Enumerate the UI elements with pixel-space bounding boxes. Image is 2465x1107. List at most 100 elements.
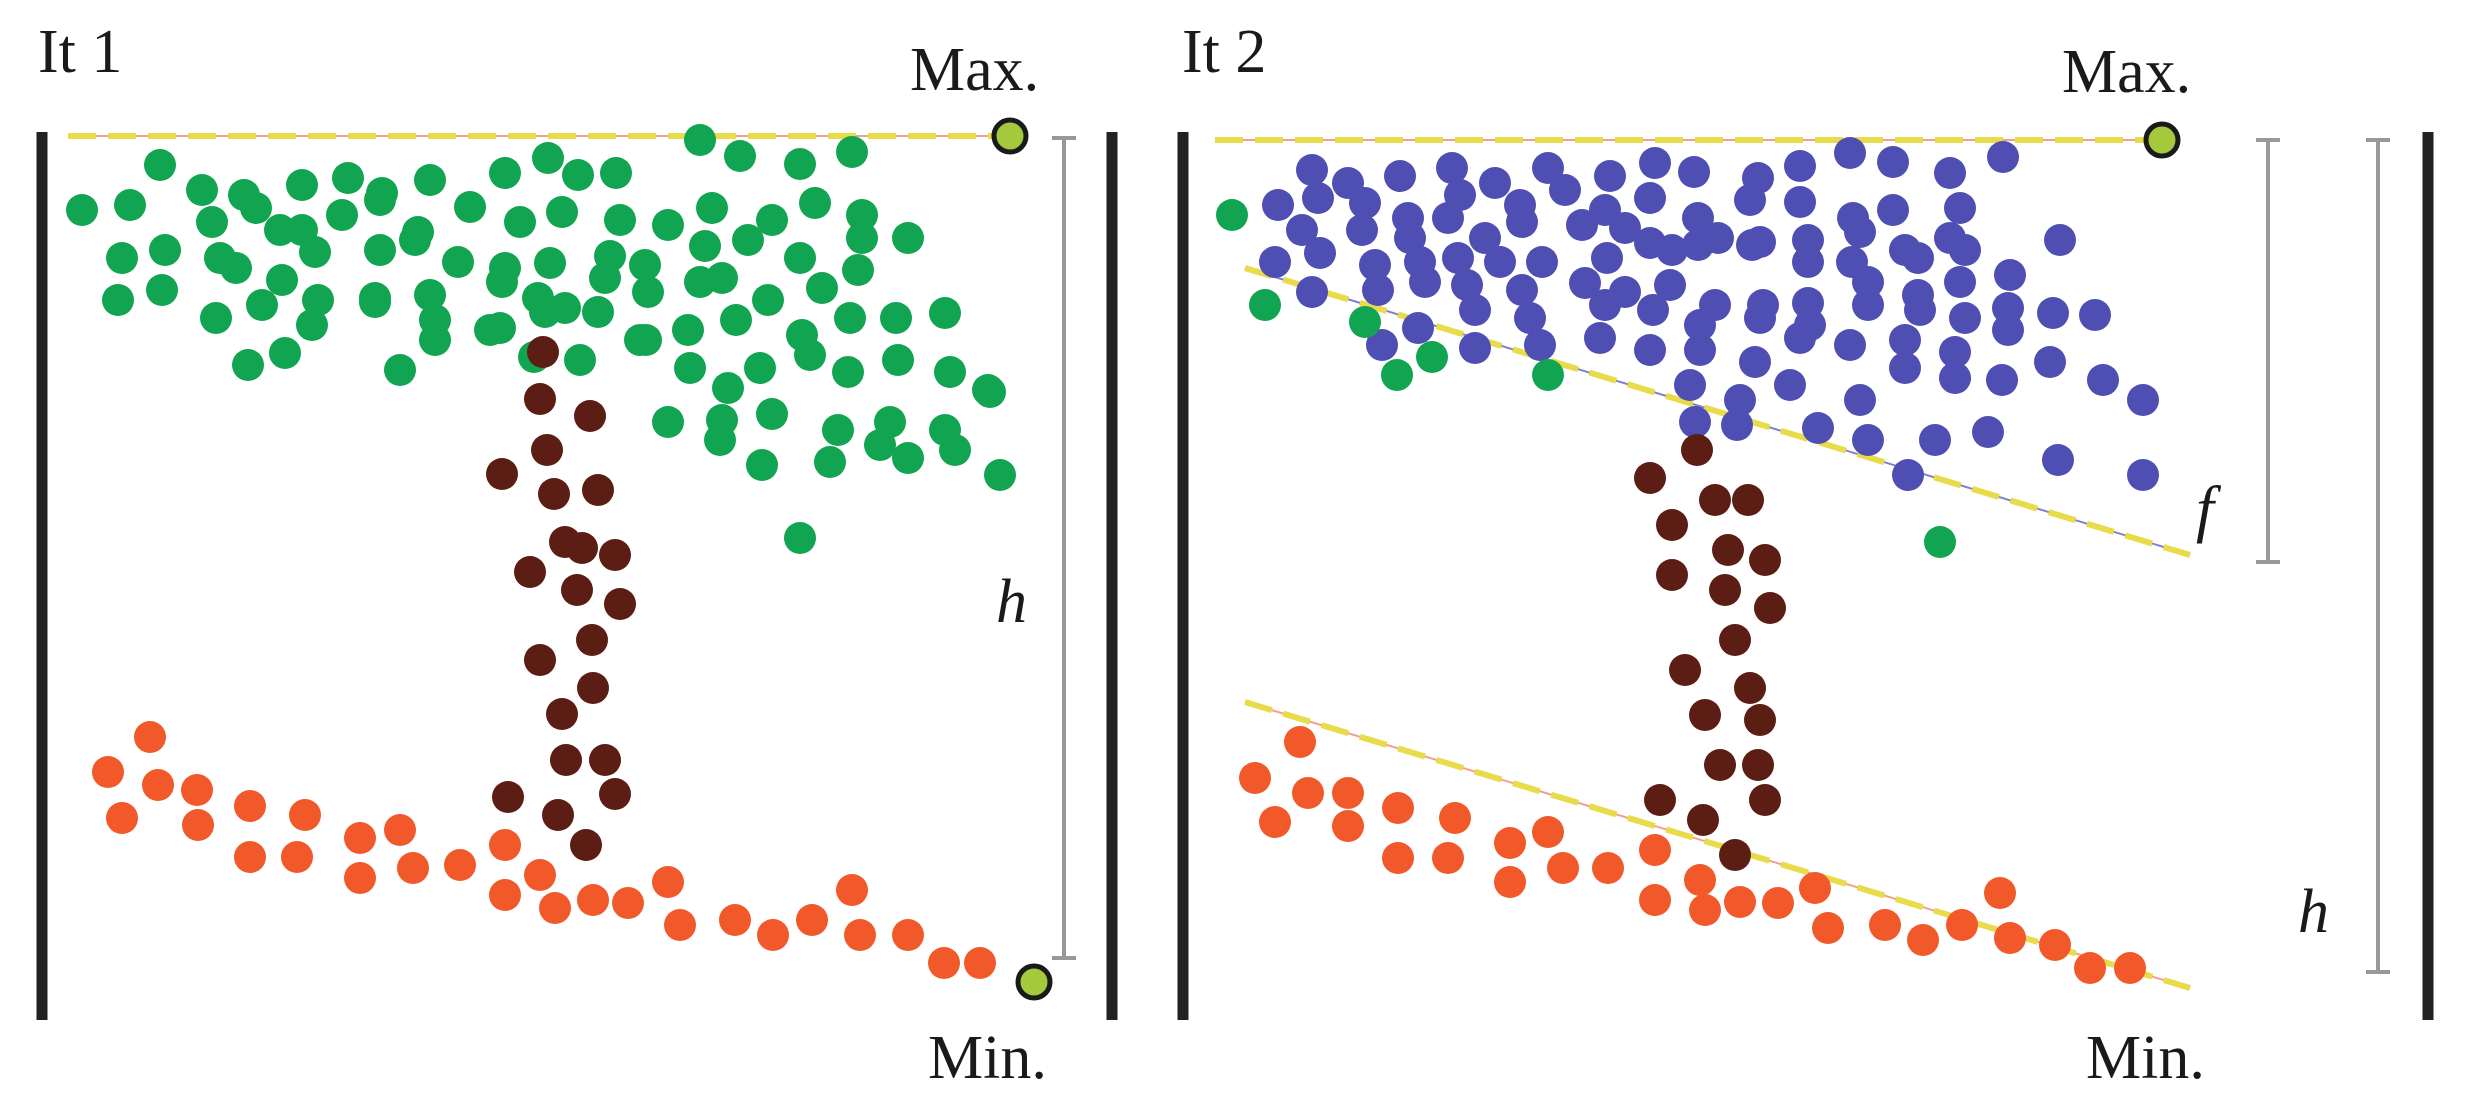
brown-dot [524,383,556,415]
orange-dot [836,874,868,906]
green-dot [240,192,272,224]
blue-dot [1939,336,1971,368]
green-dot [756,204,788,236]
green-dot [302,284,334,316]
blue-dot [1949,234,1981,266]
brown-dot [1644,784,1676,816]
green-dot [414,164,446,196]
orange-dot [1639,834,1671,866]
blue-dot [1939,362,1971,394]
green-dot [266,264,298,296]
h-bracket [1052,136,1076,960]
min-label: Min. [928,1024,1047,1092]
max-label: Max. [910,36,1039,104]
panel-title: It 1 [38,18,122,86]
brown-dot [577,672,609,704]
green-dot [744,352,776,384]
blue-dot [1972,416,2004,448]
blue-dot [1589,289,1621,321]
blue-dot [2044,224,2076,256]
green-dot [846,222,878,254]
green-dot [704,424,736,456]
green-dot [929,297,961,329]
green-dot [794,339,826,371]
blue-dot [2037,297,2069,329]
orange-dot [182,809,214,841]
green-dot [784,148,816,180]
brown-dot [1749,784,1781,816]
orange-dot [1292,777,1324,809]
blue-dot [1724,384,1756,416]
blue-dot [1674,369,1706,401]
blue-dot [1889,352,1921,384]
blue-dot [1484,246,1516,278]
orange-dot [1689,894,1721,926]
brown-dot [1689,699,1721,731]
blue-dot [1792,246,1824,278]
blue-dot [1506,274,1538,306]
blue-dot [1634,182,1666,214]
lower-fit-dashed-line [1244,699,2191,991]
green-dot [784,242,816,274]
blue-dot [1409,266,1441,298]
blue-dot [1919,424,1951,456]
orange-dot [524,859,556,891]
orange-dot [1724,886,1756,918]
blue-dot [2079,299,2111,331]
green-dot [846,199,878,231]
blue-dot [1549,174,1581,206]
green-dot [892,222,924,254]
green-dot [299,236,331,268]
orange-dot [234,841,266,873]
orange-dot [281,841,313,873]
green-dot [264,214,296,246]
h-label-bg [990,560,1040,630]
h-label: h [2298,878,2329,946]
green-dot [232,349,264,381]
green-dot [332,162,364,194]
green-dot [784,522,816,554]
green-dot [1924,526,1956,558]
orange-dot [652,866,684,898]
blue-dot [1359,249,1391,281]
blue-dot [1286,214,1318,246]
blue-dot [1566,209,1598,241]
blue-dot [1451,269,1483,301]
dots-green [66,124,1016,554]
green-dot [414,279,446,311]
orange-dot [92,756,124,788]
panel-it1: It 1 h Max. Min. [36,18,1118,1092]
blue-dot [1394,222,1426,254]
blue-dot [1349,187,1381,219]
green-dot [1532,359,1564,391]
blue-dot [2034,346,2066,378]
blue-dot [1784,150,1816,182]
blue-dot [1524,329,1556,361]
green-dot [864,429,896,461]
orange-dot [344,862,376,894]
brown-dot [527,336,559,368]
blue-dot [1514,302,1546,334]
blue-dot [1679,406,1711,438]
blue-dot [1479,167,1511,199]
orange-dot [444,849,476,881]
blue-dot [1904,294,1936,326]
green-dot [832,356,864,388]
brown-dot [1732,484,1764,516]
max-marker [991,117,1029,155]
green-dot [106,242,138,274]
brown-dot [524,644,556,676]
orange-dot [539,892,571,924]
blue-dot [1889,324,1921,356]
green-dot [359,286,391,318]
green-dot [384,354,416,386]
orange-dot [844,919,876,951]
green-dot [892,442,924,474]
green-dot [589,262,621,294]
green-dot [196,206,228,238]
orange-dot [1984,877,2016,909]
green-dot [200,302,232,334]
blue-dot [1774,369,1806,401]
orange-dot [1494,866,1526,898]
green-dot [419,324,451,356]
